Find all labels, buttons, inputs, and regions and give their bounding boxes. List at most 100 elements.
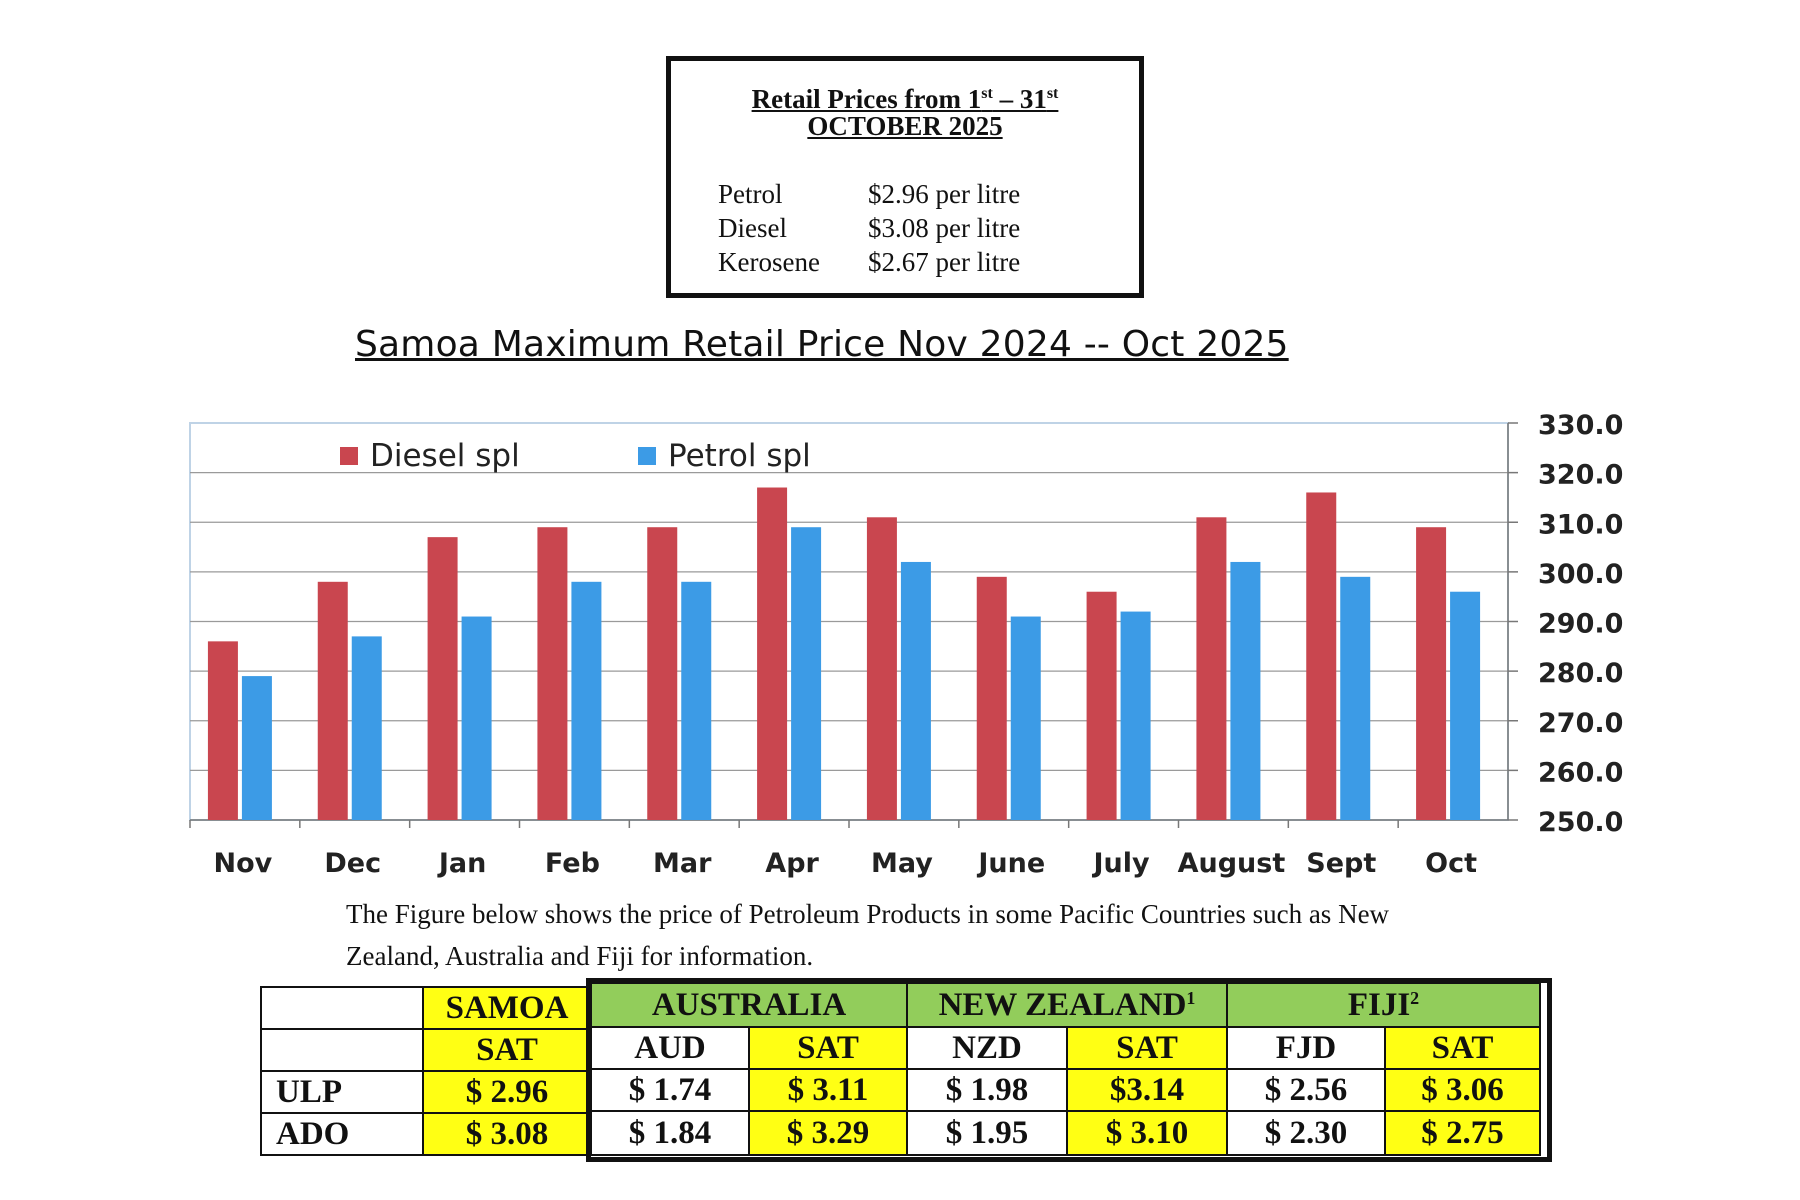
header-fiji: FIJI 2 [1226, 982, 1541, 1028]
bar-diesel [866, 517, 897, 820]
y-tick-label: 330.0 [1538, 410, 1623, 441]
notice-title-text: Retail Prices from 1 [751, 84, 982, 114]
bar-petrol [351, 636, 382, 820]
x-tick-label: May [871, 848, 933, 879]
samoa-currency: SAT [422, 1028, 592, 1072]
bar-diesel [317, 581, 348, 820]
row-label-ulp: ULP [260, 1070, 424, 1114]
y-tick-label: 280.0 [1538, 658, 1623, 689]
bar-diesel [976, 576, 1007, 820]
bar-chart: 330.0 320.0 310.0 300.0 290.0 280.0 270.0 260.0… [189, 410, 1623, 879]
y-tick-label: 250.0 [1538, 807, 1623, 838]
bar-diesel [647, 527, 678, 820]
bar-petrol [1010, 616, 1041, 820]
x-tick-label: Oct [1425, 848, 1477, 879]
bar-petrol [1120, 611, 1151, 820]
price-value: $3.08 per litre [868, 213, 1021, 243]
bar-petrol [681, 581, 712, 820]
y-tick-label: 260.0 [1538, 757, 1623, 788]
legend-swatch [638, 447, 656, 465]
price-row-kerosene: Kerosene $2.67 per litre [718, 245, 1020, 279]
samoa-ado: $ 3.08 [422, 1112, 592, 1156]
y-tick-label: 290.0 [1538, 609, 1623, 640]
x-tick-label: Feb [545, 848, 600, 879]
bar-diesel [1416, 527, 1447, 820]
fiji-sat-label: SAT [1384, 1026, 1541, 1070]
fjd-label: FJD [1226, 1026, 1386, 1070]
aus-ulp-aud: $ 1.74 [590, 1068, 750, 1112]
aud-label: AUD [590, 1026, 750, 1070]
table-corner-cell [260, 986, 424, 1030]
nz-ulp-nzd: $ 1.98 [906, 1068, 1068, 1112]
chart-title: Samoa Maximum Retail Price Nov 2024 -- O… [355, 324, 1289, 365]
price-value: $2.67 per litre [868, 247, 1021, 277]
price-name: Petrol [718, 179, 783, 209]
header-new-zealand: NEW ZEALAND 1 [906, 982, 1228, 1028]
bar-petrol [241, 676, 272, 820]
fiji-footnote: 2 [1410, 988, 1420, 1008]
legend-label: Diesel spl [370, 438, 520, 474]
aus-ado-sat: $ 3.29 [748, 1110, 908, 1156]
bar-diesel [1306, 492, 1337, 820]
price-row-diesel: Diesel $3.08 per litre [718, 211, 1020, 245]
y-tick-label: 310.0 [1538, 509, 1623, 540]
nz-ulp-sat: $3.14 [1066, 1068, 1228, 1112]
aus-ado-aud: $ 1.84 [590, 1110, 750, 1156]
notice-title-line1: Retail Prices from 1st – 31st [671, 79, 1139, 114]
samoa-ulp: $ 2.96 [422, 1070, 592, 1114]
caption-text: The Figure below shows the price of Petr… [346, 899, 1390, 971]
retail-price-notice: Retail Prices from 1st – 31st OCTOBER 20… [666, 56, 1144, 298]
y-tick-label: 270.0 [1538, 708, 1623, 739]
y-tick-label: 300.0 [1538, 559, 1623, 590]
bar-diesel [537, 527, 568, 820]
y-tick-label: 320.0 [1538, 460, 1623, 491]
price-value: $2.96 per litre [868, 179, 1021, 209]
x-tick-label: Mar [653, 848, 712, 879]
nzd-label: NZD [906, 1026, 1068, 1070]
header-samoa: SAMOA [422, 986, 592, 1030]
legend-label: Petrol spl [668, 438, 811, 474]
fiji-ado-fjd: $ 2.30 [1226, 1110, 1386, 1156]
nz-footnote: 1 [1186, 988, 1196, 1008]
x-tick-label: Dec [324, 848, 381, 879]
x-tick-label: Apr [765, 848, 819, 879]
nz-ado-nzd: $ 1.95 [906, 1110, 1068, 1156]
bar-diesel [1196, 517, 1227, 820]
price-name: Kerosene [718, 247, 820, 277]
notice-title-sup1: st [981, 85, 993, 102]
x-tick-label: June [976, 848, 1045, 879]
header-australia: AUSTRALIA [590, 982, 908, 1028]
row-label-ado: ADO [260, 1112, 424, 1156]
x-tick-label: Nov [214, 848, 273, 879]
bar-petrol [1450, 591, 1481, 820]
bar-petrol [900, 561, 931, 820]
bar-petrol [571, 581, 602, 820]
fiji-ado-sat: $ 2.75 [1384, 1110, 1541, 1156]
x-tick-label: Sept [1306, 848, 1376, 879]
aus-ulp-sat: $ 3.11 [748, 1068, 908, 1112]
nz-name: NEW ZEALAND [938, 986, 1187, 1023]
price-row-petrol: Petrol $2.96 per litre [718, 177, 1020, 211]
legend-swatch [340, 447, 358, 465]
x-tick-label: August [1178, 848, 1286, 879]
bar-petrol [1230, 561, 1261, 820]
nz-ado-sat: $ 3.10 [1066, 1110, 1228, 1156]
bar-diesel [1086, 591, 1117, 820]
notice-title-sup2: st [1046, 85, 1059, 102]
fiji-name: FIJI [1347, 986, 1411, 1023]
bar-diesel [427, 537, 458, 820]
bar-diesel [757, 487, 788, 820]
bar-diesel [207, 641, 238, 820]
aus-sat-label: SAT [748, 1026, 908, 1070]
fiji-ulp-sat: $ 3.06 [1384, 1068, 1541, 1112]
bar-petrol [1340, 576, 1371, 820]
nz-sat-label: SAT [1066, 1026, 1228, 1070]
notice-title-mid: – 31 [992, 84, 1047, 114]
blank-cell [260, 1028, 424, 1072]
bar-petrol [461, 616, 492, 820]
fiji-ulp-fjd: $ 2.56 [1226, 1068, 1386, 1112]
x-tick-label: Jan [437, 848, 487, 879]
bar-petrol [791, 527, 822, 820]
price-name: Diesel [718, 213, 787, 243]
notice-title-line2: OCTOBER 2025 [807, 111, 1003, 141]
